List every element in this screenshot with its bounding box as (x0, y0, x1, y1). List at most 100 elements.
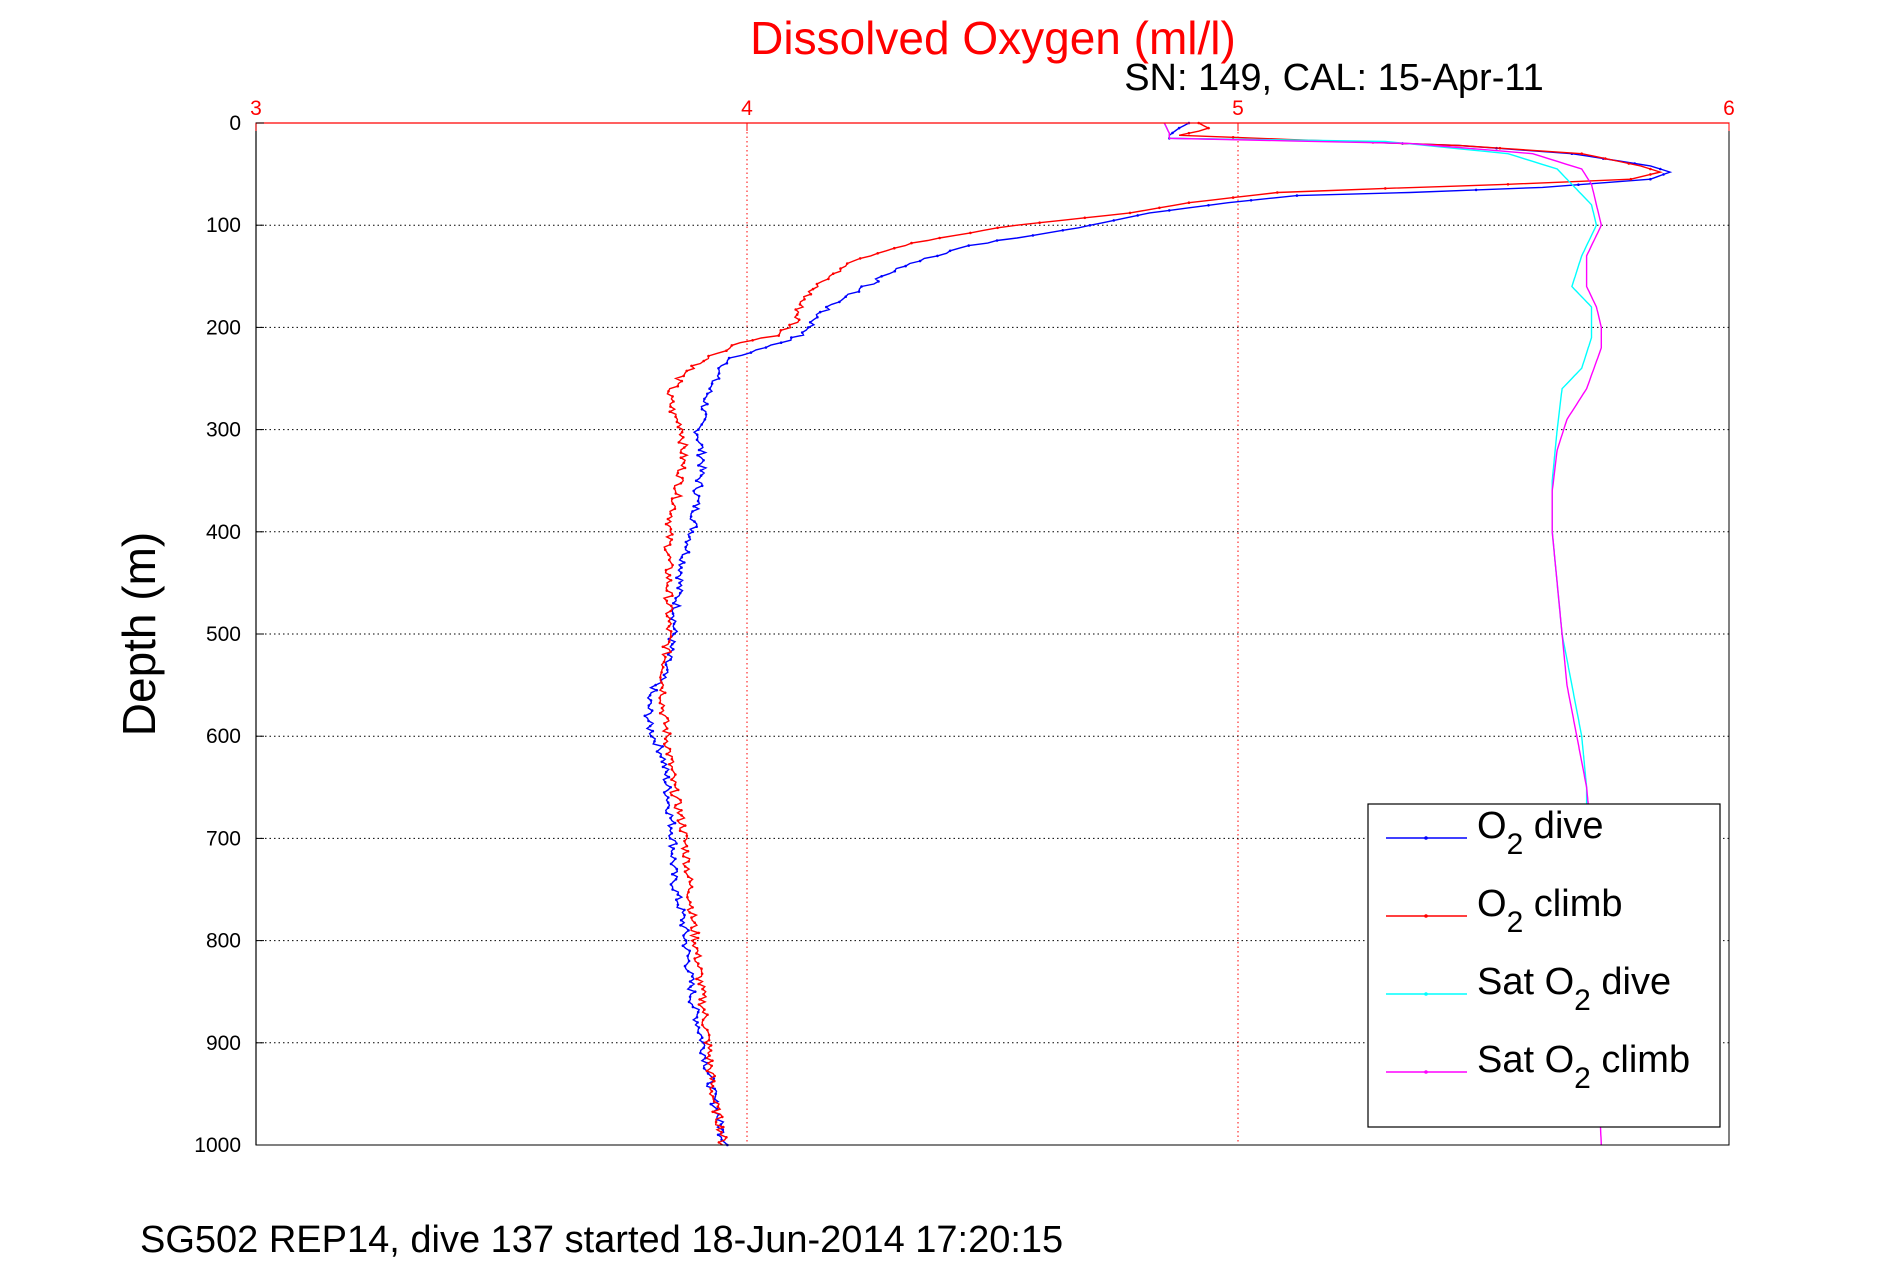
data-point (700, 443, 704, 447)
data-point (658, 711, 662, 715)
data-point (818, 310, 822, 314)
data-point (647, 719, 650, 723)
data-point (1506, 183, 1510, 186)
data-point (676, 788, 680, 792)
data-point (1187, 131, 1191, 135)
data-point (649, 734, 653, 738)
data-point (702, 459, 705, 462)
data-point (831, 272, 835, 276)
data-point (1231, 136, 1235, 139)
data-point (687, 929, 690, 932)
data-point (671, 563, 674, 567)
data-point (876, 252, 879, 255)
data-point (712, 1100, 716, 1103)
data-point (779, 329, 783, 332)
data-point (667, 796, 670, 799)
data-point (663, 780, 667, 784)
data-point (710, 382, 714, 385)
data-point (658, 701, 662, 705)
data-point (719, 1123, 723, 1126)
data-point (699, 1051, 702, 1055)
data-point (811, 287, 815, 291)
y-tick-label: 800 (206, 930, 241, 953)
y-tick-label: 400 (206, 521, 241, 544)
data-point (669, 786, 672, 789)
data-point (700, 423, 703, 426)
data-point (712, 1077, 716, 1080)
data-point (777, 334, 780, 337)
data-point (858, 257, 862, 260)
data-point (664, 655, 667, 659)
data-point (788, 323, 791, 327)
x-tick-label: 5 (1232, 97, 1244, 120)
data-point (654, 683, 657, 687)
data-point (666, 584, 669, 587)
data-point (676, 471, 680, 475)
data-point (669, 512, 672, 516)
data-point (664, 770, 668, 774)
y-tick-label: 200 (206, 316, 241, 339)
data-point (666, 717, 669, 720)
data-point (721, 1128, 725, 1131)
data-point (713, 1079, 716, 1083)
data-point (660, 706, 664, 710)
data-point (659, 755, 662, 758)
data-point (707, 354, 710, 358)
data-point (695, 438, 699, 442)
data-point (664, 663, 668, 666)
data-point (798, 303, 802, 306)
data-point (893, 269, 897, 273)
data-point (670, 768, 674, 771)
data-point (701, 1018, 705, 1022)
data-point (816, 315, 819, 319)
data-point (679, 456, 683, 460)
data-point (673, 507, 677, 511)
data-point (661, 765, 665, 769)
data-point (700, 967, 703, 970)
data-point (1128, 211, 1132, 215)
data-point (701, 1023, 704, 1027)
data-point (710, 1064, 713, 1068)
data-point (671, 533, 674, 536)
data-point (708, 387, 711, 391)
data-point (697, 428, 700, 431)
legend-marker (1424, 836, 1428, 840)
data-point (667, 775, 671, 779)
data-point (711, 1095, 715, 1098)
data-point (667, 553, 670, 557)
data-point (668, 837, 672, 840)
data-point (688, 995, 692, 999)
data-point (795, 313, 799, 316)
data-point (669, 658, 672, 661)
data-point (661, 745, 664, 748)
data-point (696, 499, 700, 503)
data-point (688, 949, 691, 953)
data-point (687, 860, 690, 863)
data-point (697, 1003, 701, 1006)
data-point (670, 757, 674, 761)
data-point (1171, 131, 1174, 135)
data-point (725, 349, 728, 353)
data-point (696, 1010, 700, 1014)
data-point (671, 888, 674, 891)
data-point (688, 535, 691, 539)
data-point (673, 821, 677, 825)
data-point (666, 653, 670, 656)
data-point (672, 400, 675, 403)
data-point (690, 885, 694, 889)
x-tick-label: 4 (741, 97, 753, 120)
data-point (1276, 191, 1279, 194)
data-point (664, 522, 668, 526)
data-point (794, 308, 797, 311)
data-point (685, 844, 689, 848)
data-point (672, 632, 675, 636)
data-point (707, 1033, 711, 1037)
data-point (680, 379, 684, 383)
data-point (666, 517, 670, 521)
data-point (1136, 214, 1139, 217)
data-point (672, 648, 675, 651)
data-point (679, 924, 682, 927)
data-point (751, 339, 754, 342)
data-point (676, 903, 680, 907)
data-point (653, 740, 656, 743)
